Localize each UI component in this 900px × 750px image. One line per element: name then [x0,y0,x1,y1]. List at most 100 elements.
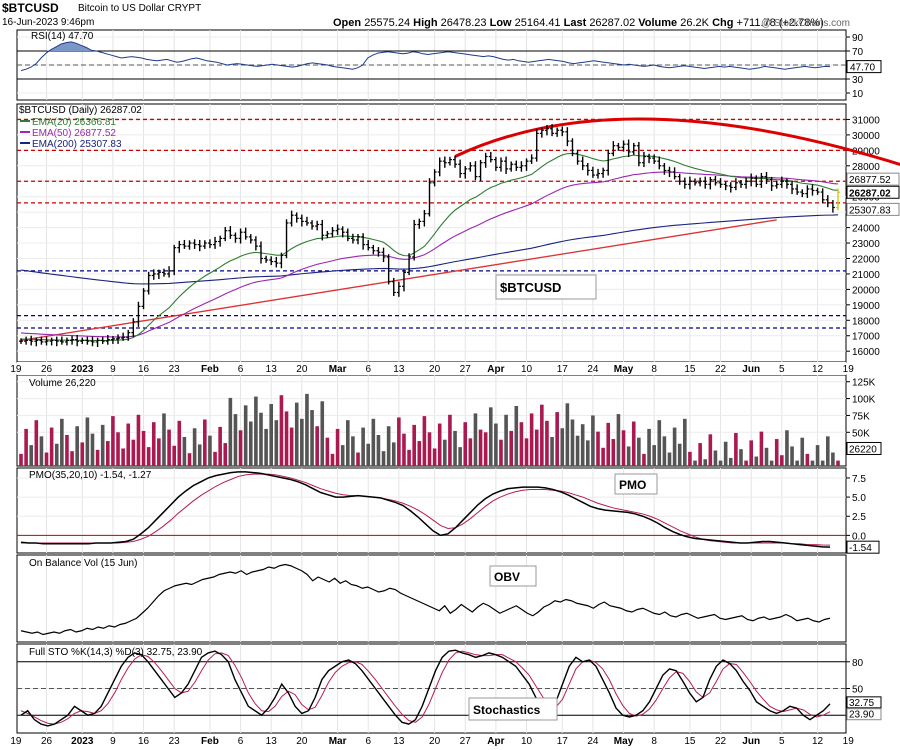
ema50-line [20,171,839,338]
stockcharts-watermark: @ StockCharts.com [760,18,850,29]
volume-bar [790,446,794,466]
y-tick-label: 50K [852,428,870,439]
ticker-name: Bitcoin to US Dollar CRYPT [78,3,201,15]
x-axis-tick-label: 22 [715,364,727,375]
price-title: $BTCUSD (Daily) 26287.02 [19,105,142,116]
volume-last-box [846,441,882,455]
volume-bar [412,424,416,466]
x-axis-tick-label: 27 [460,736,472,747]
price-last-box [846,202,900,216]
volume-bar [734,432,738,466]
volume-bar [70,451,74,466]
x-axis-tick-label: 6 [238,736,244,747]
x-axis-tick-label: 9 [110,364,116,375]
volume-bar [499,439,503,466]
volume-bar [24,428,28,466]
legend-entry: EMA(200) 25307.83 [32,139,122,150]
volume-bar [713,450,718,466]
x-axis-tick-label: 20 [296,736,308,747]
volume-bar [218,426,222,466]
volume-bar [320,401,325,466]
y-tick-label: 2.5 [852,512,866,523]
rsi-line [20,41,831,72]
volume-bar [514,406,519,466]
volume-bar [157,438,161,466]
volume-bar [534,429,539,466]
y-tick-label: 50 [852,685,864,696]
volume-bar [708,434,713,466]
volume-bar [330,453,335,466]
obv-title: On Balance Vol (15 Jun) [29,558,137,569]
volume-bar [305,393,309,466]
volume-bar [300,418,304,466]
volume-bar [662,436,667,466]
volume-bar [585,440,590,466]
low-label: Low [489,17,512,29]
volume-bar [580,424,585,466]
price-last-box [846,185,900,199]
high-label: High [413,17,438,29]
volume-bar [519,422,524,466]
y-tick-label: 21000 [852,270,880,281]
volume-bar [693,460,697,466]
volume-bar [85,417,90,466]
x-axis-tick-label: 12 [812,736,824,747]
volume-bar [223,443,228,466]
volume-bar [749,440,753,466]
volume-bar [346,420,350,466]
volume-bar [238,430,243,466]
x-axis-tick-label: Jun [742,364,760,375]
pmo-signal-line [21,473,831,546]
volume-bar [356,452,360,466]
volume-bar [228,397,233,466]
quote-line: Open 25575.24 High 26478.23 Low 25164.41… [333,17,824,29]
volume-bar [494,423,498,466]
x-axis-tick-label: 15 [684,364,696,375]
volume-bar [233,414,238,466]
volume-bar [642,453,646,466]
x-axis-tick-label: 6 [365,364,371,375]
volume-bar [422,416,427,466]
volume-bar [371,418,376,466]
panel-vol [16,374,847,467]
y-tick-label: 70 [852,47,864,58]
volume-bar [19,453,23,466]
volume-bar [187,453,192,466]
volume-bar [683,418,687,466]
sto-annotation: Stochastics [473,703,541,717]
ticker-symbol: $BTCUSD [2,1,59,15]
volume-bar [759,431,764,466]
volume-bar [197,444,202,466]
volume-bar [677,443,682,466]
x-axis-tick-label: 20 [296,364,308,375]
x-axis-tick-label: 26 [41,364,53,375]
volume-bar [136,414,141,466]
volume-bar [688,451,692,466]
volume-bar [126,423,131,466]
volume-bar [601,447,605,466]
x-axis-band-bottom [17,734,846,747]
volume-bar [591,415,595,466]
x-axis-tick-label: 13 [266,736,278,747]
sto-d-last-box [846,708,882,721]
rsi-last-value: 47.70 [850,63,875,74]
volume-bar [805,453,810,466]
volume-bar [754,456,759,466]
x-axis-tick-label: 19 [843,736,855,747]
x-axis-tick-label: May [614,364,634,375]
volume-bar [100,424,105,466]
volume-bar [764,447,769,466]
volume-bar [774,439,779,466]
price-last-box [846,172,900,186]
y-tick-label: 24000 [852,224,880,235]
x-axis-tick-label: 10 [521,364,533,375]
volume-bar [95,449,100,466]
pmo-last-box [846,540,880,554]
volume-bar [274,420,279,466]
legend-entry: EMA(20) 26366.81 [32,117,116,128]
ema200-line [20,214,839,285]
chg-value: +711.78 (+2.78%) [736,17,824,29]
volume-bar [596,431,600,466]
x-axis-tick-label: 19 [10,364,22,375]
volume-bar [545,420,549,466]
